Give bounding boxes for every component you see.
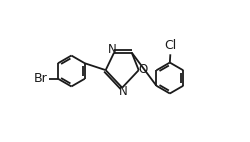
Text: Cl: Cl (164, 39, 176, 52)
Text: N: N (108, 43, 116, 56)
Text: N: N (119, 85, 128, 98)
Text: O: O (138, 63, 147, 76)
Text: Br: Br (34, 72, 48, 85)
